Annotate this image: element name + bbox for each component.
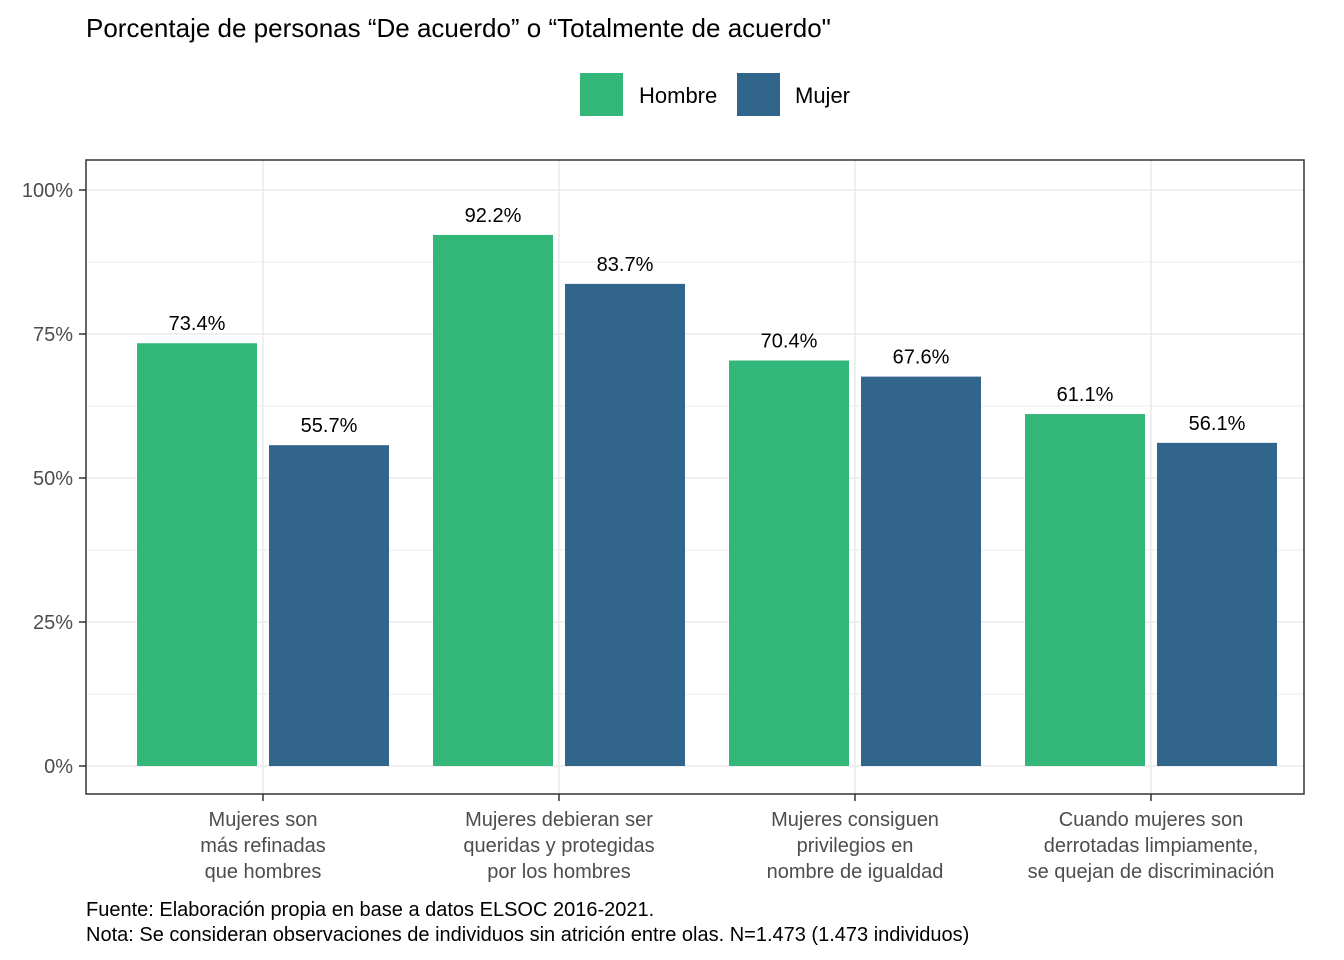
data-label-mujer-1: 55.7% <box>301 415 358 437</box>
caption: Fuente: Elaboración propia en base a dat… <box>86 899 969 946</box>
data-label-hombre-1: 73.4% <box>169 313 226 335</box>
data-label-hombre-4: 61.1% <box>1057 384 1114 406</box>
panel-border <box>85 159 1305 795</box>
x-tick-label-3: Mujeres consiguen privilegios en nombre de… <box>767 809 944 883</box>
bar-mujer-3 <box>861 376 981 766</box>
data-label-mujer-3: 67.6% <box>893 347 950 369</box>
legend-label-hombre: Hombre <box>639 83 717 108</box>
x-tick-label-1: Mujeres son más refinadas que hombres <box>200 809 326 883</box>
y-tick-label: 50% <box>33 468 73 490</box>
x-tick-label-2: Mujeres debieran ser queridas y protegida… <box>463 809 654 883</box>
bar-hombre-3 <box>729 360 849 766</box>
bar-hombre-2 <box>433 234 553 767</box>
bar-hombre-1 <box>137 343 257 766</box>
bar-labels: 73.4% 92.2% 70.4% 61.1% 55.7% 83.7% 67.6% 56.1% <box>169 205 1246 437</box>
legend: Hombre Mujer <box>580 73 850 116</box>
data-label-hombre-2: 92.2% <box>465 205 522 227</box>
bar-hombre-4 <box>1025 414 1145 766</box>
bar-mujer-1 <box>269 445 389 766</box>
bar-mujer-2 <box>565 283 685 766</box>
legend-label-mujer: Mujer <box>795 83 850 108</box>
x-axis: Mujeres son más refinadas que hombres Mujer… <box>200 794 1274 883</box>
gridlines <box>86 160 1304 794</box>
x-tick-label-4: Cuando mujeres son derrotadas limpiamente… <box>1028 809 1275 883</box>
y-tick-label: 75% <box>33 324 73 346</box>
bar-mujer-4 <box>1157 442 1277 766</box>
legend-key-mujer <box>737 73 780 116</box>
data-label-mujer-2: 83.7% <box>597 254 654 276</box>
y-tick-label: 25% <box>33 612 73 634</box>
plot-panel: 73.4% 92.2% 70.4% 61.1% 55.7% 83.7% 67.6% 56.1% <box>85 159 1305 795</box>
data-label-hombre-3: 70.4% <box>761 330 818 352</box>
caption-note: Nota: Se consideran observaciones de ind… <box>86 924 969 946</box>
y-axis: 0% 25% 50% 75% 100% <box>22 180 86 778</box>
caption-source: Fuente: Elaboración propia en base a dat… <box>86 899 654 921</box>
chart-title: Porcentaje de personas “De acuerdo” o “T… <box>86 13 831 43</box>
bars <box>137 234 1277 767</box>
legend-key-hombre <box>580 73 623 116</box>
data-label-mujer-4: 56.1% <box>1189 413 1246 435</box>
y-tick-label: 100% <box>22 180 73 202</box>
y-tick-label: 0% <box>44 756 73 778</box>
